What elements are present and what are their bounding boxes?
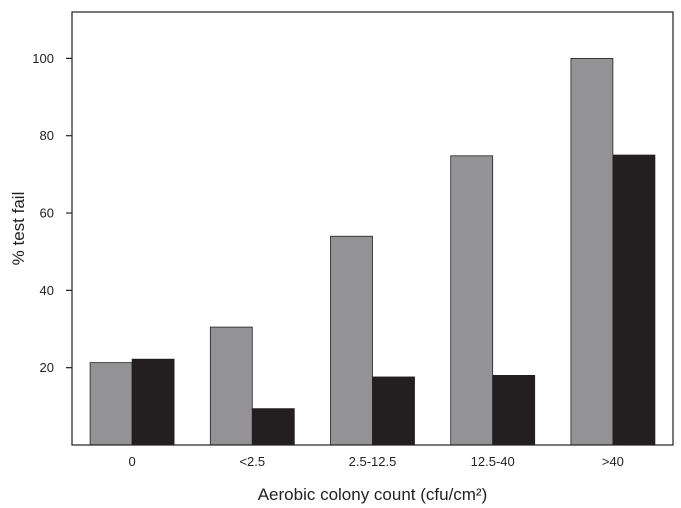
- y-tick-label: 100: [32, 51, 54, 66]
- y-tick-label: 40: [40, 283, 54, 298]
- x-axis-ticks: 0 <2.5 2.5-12.5 12.5-40 >40: [128, 454, 623, 469]
- x-tick-label: 12.5-40: [471, 454, 515, 469]
- y-tick-label: 80: [40, 128, 54, 143]
- bar-series-2-0: [131, 358, 175, 446]
- bar-series-1-4: [570, 57, 614, 446]
- y-tick-label: 20: [40, 360, 54, 375]
- x-tick-label: 0: [128, 454, 135, 469]
- y-axis-ticks: 20 40 60 80 100: [32, 51, 72, 375]
- y-axis-title: % test fail: [9, 192, 28, 266]
- bar-series-2-3: [492, 375, 536, 446]
- x-tick-label: >40: [602, 454, 624, 469]
- bar-series-1-3: [450, 155, 494, 446]
- bar-series-1-2: [330, 235, 373, 446]
- plot-frame: [71, 11, 674, 446]
- x-tick-label: <2.5: [239, 454, 265, 469]
- bar-series-1-0: [89, 362, 133, 446]
- bar-series-2-2: [372, 376, 415, 446]
- x-tick-label: 2.5-12.5: [349, 454, 397, 469]
- bar-series-2-1: [251, 408, 295, 446]
- bar-series-2-4: [612, 154, 656, 446]
- bars-layer: [89, 57, 656, 446]
- x-axis-title: Aerobic colony count (cfu/cm²): [258, 485, 488, 504]
- y-tick-label: 60: [40, 206, 54, 221]
- bar-series-1-1: [209, 326, 253, 446]
